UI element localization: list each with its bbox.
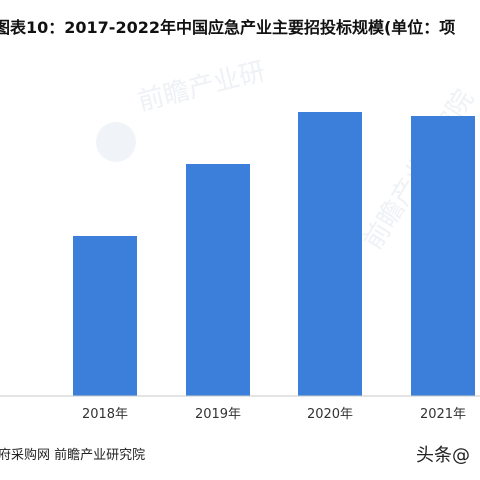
brand-label: 头条@ <box>416 445 470 466</box>
bar-2018年 <box>73 236 137 396</box>
x-tick-label: 2018年 <box>82 407 128 422</box>
bar-2021年 <box>411 116 475 396</box>
chart-title: 图表10：2017-2022年中国应急产业主要招投标规模(单位：项 <box>0 18 456 37</box>
x-tick-label: 2019年 <box>195 407 241 422</box>
watermark-logo-icon <box>96 122 136 162</box>
bar-2020年 <box>298 112 362 396</box>
x-tick-label: 2021年 <box>420 407 466 422</box>
x-tick-labels: 年2018年2019年2020年2021年 <box>82 407 466 422</box>
source-note: 府采购网 前瞻产业研究院 <box>0 448 146 463</box>
bars-group <box>73 112 475 396</box>
bar-2019年 <box>186 164 250 396</box>
x-tick-label: 2020年 <box>307 407 353 422</box>
